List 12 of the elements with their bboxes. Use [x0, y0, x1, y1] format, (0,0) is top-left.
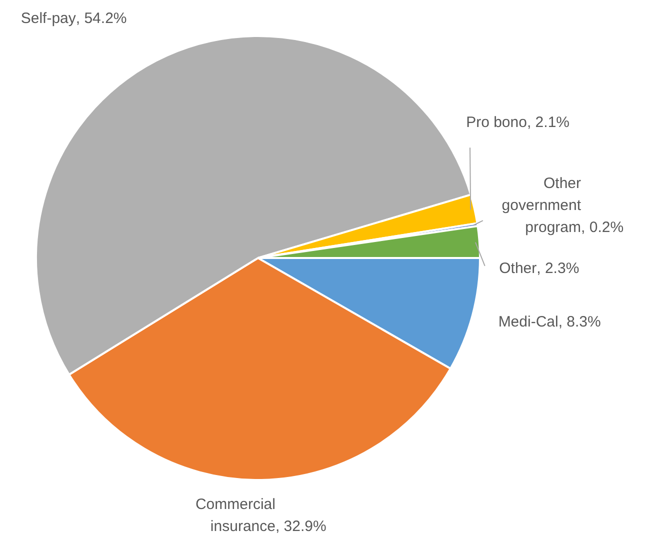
- data-label: , 8.3%: [558, 314, 601, 331]
- slice-label: Medi-Cal: [498, 314, 558, 331]
- slice-label: Self-pay: [20, 10, 76, 28]
- data-label: , 2.1%: [526, 114, 570, 132]
- data-label: , 2.3%: [536, 260, 580, 277]
- slice-label: Other: [499, 260, 537, 277]
- data-label: , 0.2%: [581, 219, 624, 236]
- slice-label: Other government program: [502, 175, 582, 236]
- data-label: , 32.9%: [275, 518, 326, 535]
- slice-label: Commercial insurance: [195, 496, 276, 535]
- data-label: , 54.2%: [76, 10, 127, 28]
- slice-label: Pro bono: [466, 114, 527, 132]
